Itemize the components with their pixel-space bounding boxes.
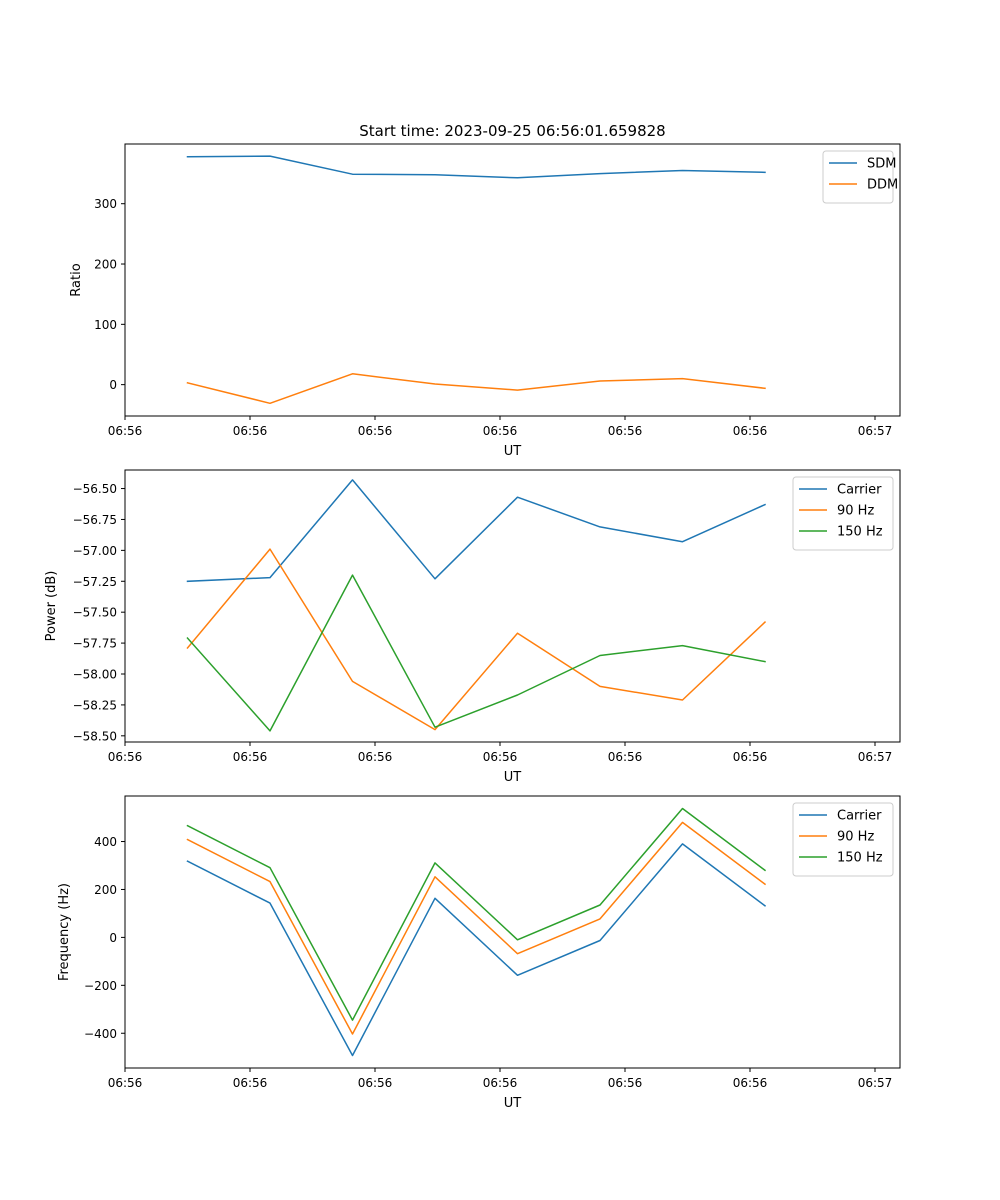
ratio-y-axis-label: Ratio	[69, 263, 84, 296]
ratio-legend-label-sdm: SDM	[867, 157, 896, 172]
ratio-x-tick-label: 06:56	[358, 424, 393, 438]
power-x-tick-label: 06:56	[733, 750, 768, 764]
power-axes-frame	[124, 469, 901, 743]
power-y-tick-label: −58.00	[73, 668, 117, 682]
ratio-panel: 06:56 06:56 06:56 06:56 06:56 06:56 06:57 0 100 2…	[69, 143, 901, 459]
power-x-tick-label: 06:57	[858, 750, 893, 764]
frequency-x-tick-label: 06:56	[608, 1076, 643, 1090]
ratio-legend-box	[822, 150, 894, 204]
frequency-legend-label-150-hz: 150 Hz	[837, 851, 883, 866]
frequency-panel: 06:56 06:56 06:56 06:56 06:56 06:56 06:57 −400 −…	[57, 795, 901, 1111]
ratio-x-tick-label: 06:56	[108, 424, 143, 438]
power-x-tick-label: 06:56	[358, 750, 393, 764]
power-series-line-90-hz	[186, 548, 767, 731]
figure-title: Start time: 2023-09-25 06:56:01.659828	[359, 122, 665, 140]
frequency-y-tick-label: 200	[94, 883, 117, 897]
frequency-x-axis-label: UT	[504, 1096, 522, 1111]
power-legend-label-carrier: Carrier	[837, 483, 882, 498]
power-y-tick-label: −58.25	[73, 698, 117, 712]
power-series-line-150-hz	[186, 574, 766, 732]
ratio-x-tick-label: 06:56	[733, 424, 768, 438]
frequency-x-tick-label: 06:57	[858, 1076, 893, 1090]
power-series-line-carrier	[186, 479, 766, 583]
frequency-x-tick-label: 06:56	[108, 1076, 143, 1090]
power-y-axis-label: Power (dB)	[44, 571, 59, 642]
frequency-y-tick-label: −400	[84, 1027, 117, 1041]
frequency-x-tick-label: 06:56	[733, 1076, 768, 1090]
power-x-tick-label: 06:56	[108, 750, 143, 764]
ratio-x-tick-label: 06:56	[233, 424, 268, 438]
ratio-series-line-ddm	[186, 373, 766, 405]
power-y-tick-label: −56.75	[73, 513, 117, 527]
ratio-x-tick-label: 06:56	[483, 424, 518, 438]
power-y-tick-label: −57.00	[73, 544, 117, 558]
power-panel: 06:56 06:56 06:56 06:56 06:56 06:56 06:57 −58.5…	[44, 469, 901, 785]
ratio-series-line-sdm	[186, 155, 766, 179]
ratio-y-tick-label: 300	[94, 197, 117, 211]
ratio-x-tick-label: 06:56	[608, 424, 643, 438]
frequency-legend-label-carrier: Carrier	[837, 809, 882, 824]
ratio-axes-frame	[124, 143, 901, 417]
ratio-x-tick-label: 06:57	[858, 424, 893, 438]
frequency-axes-frame	[124, 795, 901, 1069]
frequency-series-line-90-hz	[186, 821, 767, 1035]
frequency-x-tick-label: 06:56	[483, 1076, 518, 1090]
frequency-legend: Carrier 90 Hz 150 Hz	[792, 802, 894, 877]
power-y-tick-label: −56.50	[73, 482, 117, 496]
frequency-y-tick-label: 400	[94, 835, 117, 849]
power-legend: Carrier 90 Hz 150 Hz	[792, 476, 894, 551]
power-y-tick-label: −57.75	[73, 637, 117, 651]
power-y-tick-label: −57.25	[73, 575, 117, 589]
power-x-tick-label: 06:56	[233, 750, 268, 764]
frequency-series-line-150-hz	[186, 807, 767, 1021]
power-x-tick-label: 06:56	[483, 750, 518, 764]
ratio-x-axis-label: UT	[504, 444, 522, 459]
ratio-y-tick-label: 100	[94, 318, 117, 332]
power-legend-label-90-hz: 90 Hz	[837, 504, 874, 519]
power-legend-label-150-hz: 150 Hz	[837, 525, 883, 540]
power-x-tick-label: 06:56	[608, 750, 643, 764]
frequency-x-tick-label: 06:56	[358, 1076, 393, 1090]
ratio-y-tick-label: 200	[94, 258, 117, 272]
power-y-tick-label: −58.50	[73, 729, 117, 743]
ratio-legend-label-ddm: DDM	[867, 178, 898, 193]
ratio-legend: SDM DDM	[822, 150, 898, 204]
frequency-y-tick-label: −200	[84, 979, 117, 993]
frequency-y-axis-label: Frequency (Hz)	[57, 883, 72, 981]
frequency-series-line-carrier	[186, 843, 767, 1057]
power-y-tick-label: −57.50	[73, 606, 117, 620]
frequency-legend-label-90-hz: 90 Hz	[837, 830, 874, 845]
power-x-axis-label: UT	[504, 770, 522, 785]
frequency-x-tick-label: 06:56	[233, 1076, 268, 1090]
frequency-y-tick-label: 0	[109, 931, 117, 945]
ratio-y-tick-label: 0	[109, 378, 117, 392]
